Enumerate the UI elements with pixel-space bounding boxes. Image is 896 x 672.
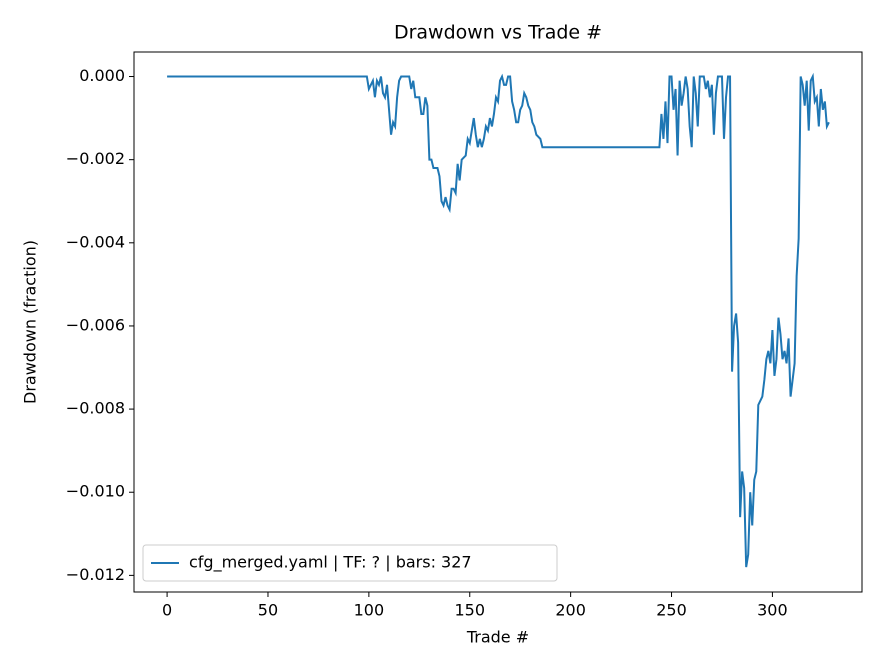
x-tick-label: 300 — [757, 601, 788, 620]
plot-frame — [133, 51, 863, 593]
x-tick-label: 200 — [555, 601, 586, 620]
y-tick-label: 0.000 — [79, 66, 125, 85]
x-tick-label: 50 — [258, 601, 278, 620]
legend-label: cfg_merged.yaml | TF: ? | bars: 327 — [189, 553, 472, 573]
line-series — [167, 72, 830, 568]
y-axis-label: Drawdown (fraction) — [21, 240, 40, 404]
x-tick-label: 250 — [656, 601, 687, 620]
legend-box — [142, 544, 558, 582]
y-tick-label: −0.012 — [66, 565, 125, 584]
x-tick-label: 150 — [454, 601, 485, 620]
x-tick-label: 0 — [162, 601, 172, 620]
y-tick-label: −0.010 — [66, 482, 125, 501]
x-tick-label: 100 — [354, 601, 385, 620]
y-tick-label: −0.008 — [66, 399, 125, 418]
y-tick-label: −0.002 — [66, 149, 125, 168]
y-tick-label: −0.006 — [66, 315, 125, 334]
chart-title: Drawdown vs Trade # — [394, 22, 602, 44]
y-tick-label: −0.004 — [66, 232, 125, 251]
x-axis-label: Trade # — [466, 628, 529, 647]
